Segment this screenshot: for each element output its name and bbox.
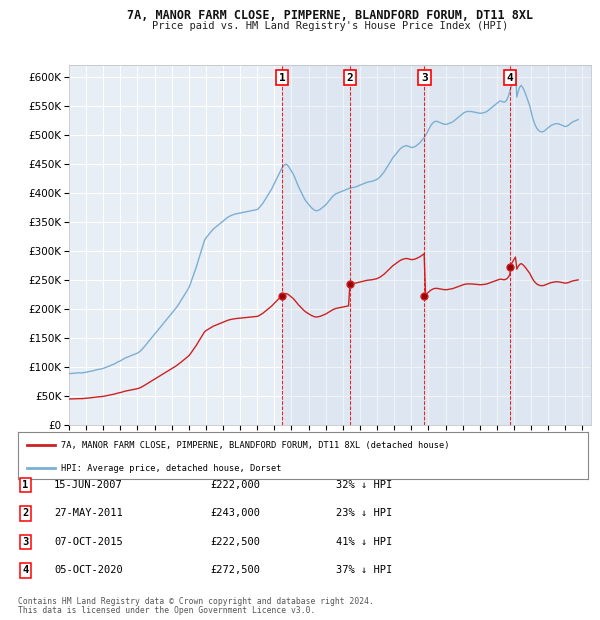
Text: 15-JUN-2007: 15-JUN-2007 xyxy=(54,480,123,490)
Text: 05-OCT-2020: 05-OCT-2020 xyxy=(54,565,123,575)
Text: 3: 3 xyxy=(22,537,28,547)
Text: 37% ↓ HPI: 37% ↓ HPI xyxy=(336,565,392,575)
Text: 4: 4 xyxy=(506,73,513,82)
Text: 1: 1 xyxy=(22,480,28,490)
Text: 23% ↓ HPI: 23% ↓ HPI xyxy=(336,508,392,518)
Text: 7A, MANOR FARM CLOSE, PIMPERNE, BLANDFORD FORUM, DT11 8XL: 7A, MANOR FARM CLOSE, PIMPERNE, BLANDFOR… xyxy=(127,9,533,22)
Text: £272,500: £272,500 xyxy=(210,565,260,575)
Text: 27-MAY-2011: 27-MAY-2011 xyxy=(54,508,123,518)
Text: 32% ↓ HPI: 32% ↓ HPI xyxy=(336,480,392,490)
Bar xyxy=(510,65,591,425)
Text: 2: 2 xyxy=(22,508,28,518)
Text: Price paid vs. HM Land Registry's House Price Index (HPI): Price paid vs. HM Land Registry's House … xyxy=(152,21,508,31)
Text: 3: 3 xyxy=(421,73,428,82)
Text: £243,000: £243,000 xyxy=(210,508,260,518)
Text: 1: 1 xyxy=(279,73,286,82)
Bar xyxy=(350,65,424,425)
Bar xyxy=(282,65,350,425)
Text: 4: 4 xyxy=(22,565,28,575)
Text: 41% ↓ HPI: 41% ↓ HPI xyxy=(336,537,392,547)
Text: Contains HM Land Registry data © Crown copyright and database right 2024.: Contains HM Land Registry data © Crown c… xyxy=(18,596,374,606)
Text: 2: 2 xyxy=(346,73,353,82)
Text: HPI: Average price, detached house, Dorset: HPI: Average price, detached house, Dors… xyxy=(61,464,281,473)
Text: 7A, MANOR FARM CLOSE, PIMPERNE, BLANDFORD FORUM, DT11 8XL (detached house): 7A, MANOR FARM CLOSE, PIMPERNE, BLANDFOR… xyxy=(61,441,449,450)
Bar xyxy=(424,65,510,425)
Text: £222,000: £222,000 xyxy=(210,480,260,490)
Text: £222,500: £222,500 xyxy=(210,537,260,547)
Text: 07-OCT-2015: 07-OCT-2015 xyxy=(54,537,123,547)
Text: This data is licensed under the Open Government Licence v3.0.: This data is licensed under the Open Gov… xyxy=(18,606,316,615)
